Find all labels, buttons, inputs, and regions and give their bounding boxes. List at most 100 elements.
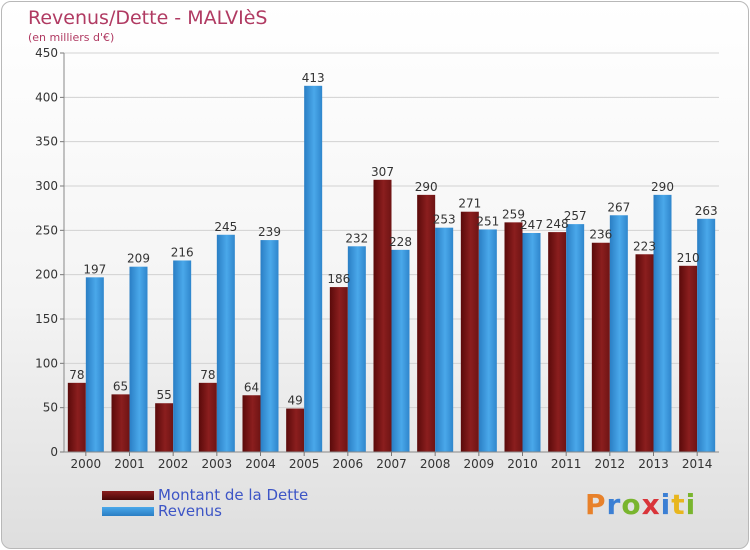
data-label-revenus: 216 [171, 245, 194, 259]
bar-revenus [435, 227, 454, 452]
x-tick-label: 2001 [114, 457, 145, 471]
x-tick-label: 2012 [595, 457, 626, 471]
data-label-debt: 223 [633, 239, 656, 253]
data-label-revenus: 209 [127, 252, 150, 266]
legend-swatch-revenus [102, 507, 154, 516]
x-tick-label: 2005 [289, 457, 320, 471]
data-label-revenus: 232 [345, 231, 368, 245]
x-tick-label: 2010 [507, 457, 538, 471]
bar-debt [198, 382, 217, 452]
bar-revenus [522, 232, 541, 452]
data-label-revenus: 251 [476, 214, 499, 228]
data-label-revenus: 267 [607, 200, 630, 214]
data-label-debt: 78 [69, 368, 84, 382]
logo-letter: o [621, 488, 642, 521]
bar-revenus [391, 249, 410, 452]
bar-debt [111, 394, 130, 452]
data-label-debt: 210 [677, 251, 700, 265]
x-tick-label: 2014 [682, 457, 713, 471]
data-label-revenus: 247 [520, 218, 543, 232]
data-label-revenus: 228 [389, 235, 412, 249]
y-tick-label: 100 [35, 356, 58, 370]
logo-letter: x [641, 488, 661, 521]
data-label-revenus: 290 [651, 180, 674, 194]
bar-debt [548, 232, 567, 452]
data-label-debt: 259 [502, 207, 525, 221]
data-label-debt: 65 [113, 379, 128, 393]
bar-revenus [697, 218, 716, 452]
logo-letter: r [606, 488, 622, 521]
bar-revenus [304, 85, 323, 452]
data-label-debt: 248 [546, 217, 569, 231]
data-label-debt: 236 [589, 228, 612, 242]
x-tick-label: 2004 [245, 457, 276, 471]
y-tick-label: 0 [50, 445, 58, 459]
data-label-revenus: 253 [433, 213, 456, 227]
x-tick-label: 2006 [333, 457, 364, 471]
bar-revenus [566, 224, 585, 452]
y-tick-label: 300 [35, 179, 58, 193]
legend-label-revenus: Revenus [158, 502, 222, 520]
data-label-debt: 78 [200, 368, 215, 382]
bar-revenus [478, 229, 497, 452]
bar-debt [679, 265, 698, 452]
logo-letter: i [685, 488, 697, 521]
bar-revenus [173, 260, 192, 452]
legend-swatch-debt [102, 491, 154, 500]
bar-debt [155, 403, 174, 452]
logo-letter: t [671, 488, 686, 521]
data-label-revenus: 263 [695, 204, 718, 218]
y-tick-label: 400 [35, 90, 58, 104]
data-label-revenus: 197 [83, 262, 106, 276]
data-label-debt: 186 [327, 272, 350, 286]
x-tick-label: 2007 [376, 457, 407, 471]
x-tick-label: 2008 [420, 457, 451, 471]
chart-subtitle: (en milliers d'€) [28, 31, 115, 44]
logo-letter: i [660, 488, 672, 521]
x-tick-label: 2009 [464, 457, 495, 471]
x-tick-label: 2000 [71, 457, 102, 471]
bar-revenus [129, 266, 148, 452]
data-label-debt: 290 [415, 180, 438, 194]
data-label-debt: 49 [288, 394, 303, 408]
y-tick-label: 200 [35, 268, 58, 282]
x-tick-label: 2013 [638, 457, 669, 471]
chart-title: Revenus/Dette - MALVIèS [28, 7, 268, 29]
bar-debt [591, 242, 610, 452]
x-tick-label: 2002 [158, 457, 189, 471]
bar-revenus [347, 246, 366, 452]
bar-debt [460, 211, 479, 452]
y-tick-label: 150 [35, 312, 58, 326]
bar-debt [286, 408, 305, 452]
data-label-revenus: 239 [258, 225, 281, 239]
bar-revenus [85, 277, 104, 452]
x-tick-label: 2003 [202, 457, 233, 471]
data-label-debt: 307 [371, 165, 394, 179]
data-label-revenus: 257 [564, 209, 587, 223]
bar-revenus [609, 215, 628, 452]
bar-debt [504, 222, 523, 452]
bar-debt [329, 287, 348, 452]
bar-debt [373, 179, 392, 452]
data-label-debt: 55 [157, 388, 172, 402]
bar-revenus [653, 194, 672, 452]
data-label-debt: 64 [244, 380, 259, 394]
y-tick-label: 50 [43, 401, 58, 415]
legend-label-debt: Montant de la Dette [158, 486, 309, 504]
proxiti-logo: Proxiti [585, 488, 696, 521]
data-label-debt: 271 [458, 197, 481, 211]
data-label-revenus: 413 [302, 71, 325, 85]
bar-debt [417, 194, 436, 452]
data-label-revenus: 245 [214, 220, 237, 234]
x-tick-label: 2011 [551, 457, 582, 471]
y-tick-label: 250 [35, 223, 58, 237]
bar-revenus [216, 234, 235, 452]
bar-debt [67, 382, 86, 452]
y-tick-label: 350 [35, 135, 58, 149]
logo-letter: P [585, 488, 607, 521]
bar-debt [242, 395, 261, 452]
y-tick-label: 450 [35, 46, 58, 60]
bar-revenus [260, 240, 279, 452]
